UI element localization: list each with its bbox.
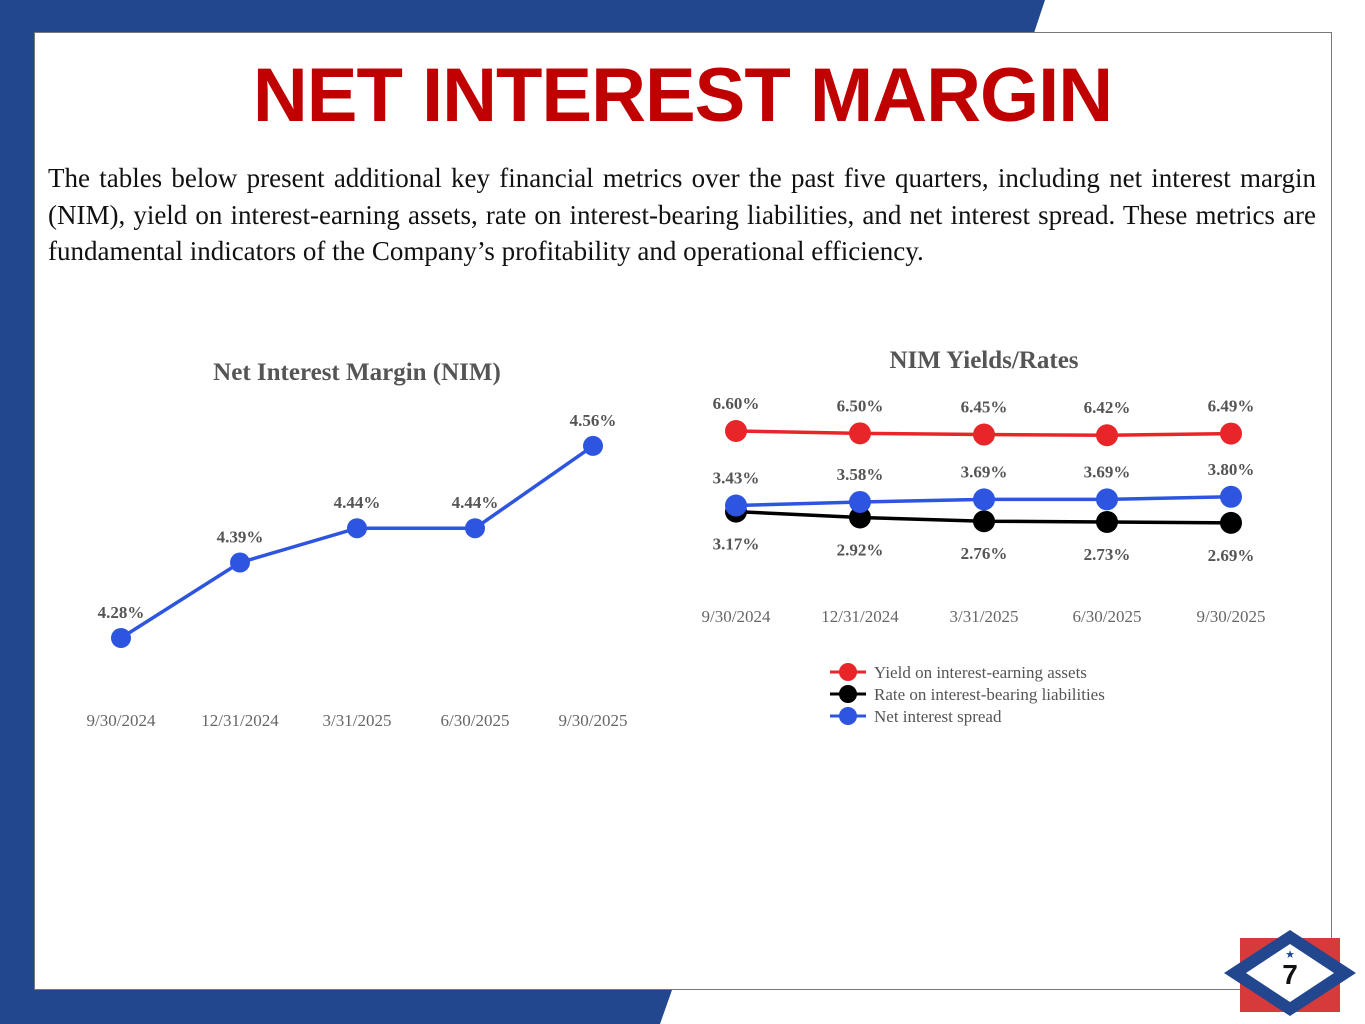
legend-marker <box>839 685 857 703</box>
data-point <box>849 422 871 445</box>
data-label: 6.60% <box>713 394 760 413</box>
data-point <box>725 420 747 442</box>
data-label: 3.43% <box>713 468 760 487</box>
data-point <box>725 494 747 517</box>
data-point <box>230 552 250 573</box>
page-title: NET INTEREST MARGIN <box>252 53 1113 138</box>
data-label: 6.50% <box>837 396 884 415</box>
legend-label: Net interest spread <box>874 707 1002 726</box>
page-number-badge: ★ 7 <box>1224 930 1356 1016</box>
data-point <box>1096 488 1118 511</box>
data-label: 4.39% <box>217 528 264 547</box>
x-tick-label: 3/31/2025 <box>950 607 1019 626</box>
x-tick-label: 6/30/2025 <box>441 711 510 730</box>
data-label: 4.28% <box>98 603 145 622</box>
data-label: 4.44% <box>452 493 499 512</box>
data-point <box>347 518 367 539</box>
data-label: 2.69% <box>1208 546 1255 565</box>
data-point <box>973 510 995 533</box>
series-line <box>120 444 595 640</box>
data-label: 4.44% <box>334 493 381 512</box>
data-label: 2.76% <box>961 544 1008 563</box>
data-point <box>465 518 485 539</box>
series-nim: 4.28% 4.39% 4.44% 4.44% 4.56% <box>98 411 617 648</box>
x-tick-label: 9/30/2025 <box>559 711 628 730</box>
data-point <box>1096 510 1118 533</box>
data-point <box>1220 511 1242 534</box>
x-tick-label: 6/30/2025 <box>1073 607 1142 626</box>
star-icon: ★ <box>1285 949 1295 961</box>
data-label: 3.58% <box>837 465 884 484</box>
data-point <box>583 435 603 456</box>
data-label: 6.42% <box>1084 398 1131 417</box>
page-number: 7 <box>1282 959 1298 990</box>
data-point <box>973 423 995 446</box>
x-tick-label: 9/30/2025 <box>1197 607 1266 626</box>
series-net-interest-spread: 3.43% 3.58% 3.69% 3.69% 3.80% <box>713 460 1255 517</box>
legend: Yield on interest-earning assets Rate on … <box>830 663 1105 726</box>
intro-paragraph: The tables below present additional key … <box>48 163 1316 266</box>
data-label: 3.69% <box>1084 462 1131 481</box>
data-label: 3.17% <box>713 535 760 554</box>
x-tick-label: 12/31/2024 <box>201 711 279 730</box>
data-label: 2.73% <box>1084 545 1131 564</box>
chart-1: Net Interest Margin (NIM) 9/30/2024 12/31/… <box>87 359 628 730</box>
x-tick-label: 9/30/2024 <box>702 607 771 626</box>
legend-marker <box>839 663 857 681</box>
x-tick-label: 12/31/2024 <box>821 607 899 626</box>
x-tick-label: 3/31/2025 <box>323 711 392 730</box>
legend-marker <box>839 707 857 725</box>
data-point <box>111 628 131 648</box>
legend-label: Rate on interest-bearing liabilities <box>874 685 1105 704</box>
slide-card <box>34 32 1332 990</box>
data-label: 6.45% <box>961 398 1008 417</box>
data-point <box>1220 485 1242 508</box>
chart-2: NIM Yields/Rates 9/30/2024 12/31/2024 3/31/… <box>702 347 1266 726</box>
data-label: 3.80% <box>1208 460 1255 479</box>
data-point <box>849 506 871 529</box>
chart-title: Net Interest Margin (NIM) <box>213 359 501 386</box>
data-label: 6.49% <box>1208 397 1255 416</box>
data-point <box>1220 422 1242 445</box>
x-tick-label: 9/30/2024 <box>87 711 156 730</box>
data-point <box>849 490 871 513</box>
chart-title: NIM Yields/Rates <box>889 347 1078 374</box>
data-label: 4.56% <box>570 411 617 430</box>
data-point <box>973 488 995 511</box>
data-label: 2.92% <box>837 540 884 559</box>
legend-label: Yield on interest-earning assets <box>874 663 1087 682</box>
series-yield-on-interest-earning-assets: 6.60% 6.50% 6.45% 6.42% 6.49% <box>713 394 1255 447</box>
data-point <box>1096 424 1118 447</box>
data-label: 3.69% <box>961 462 1008 481</box>
